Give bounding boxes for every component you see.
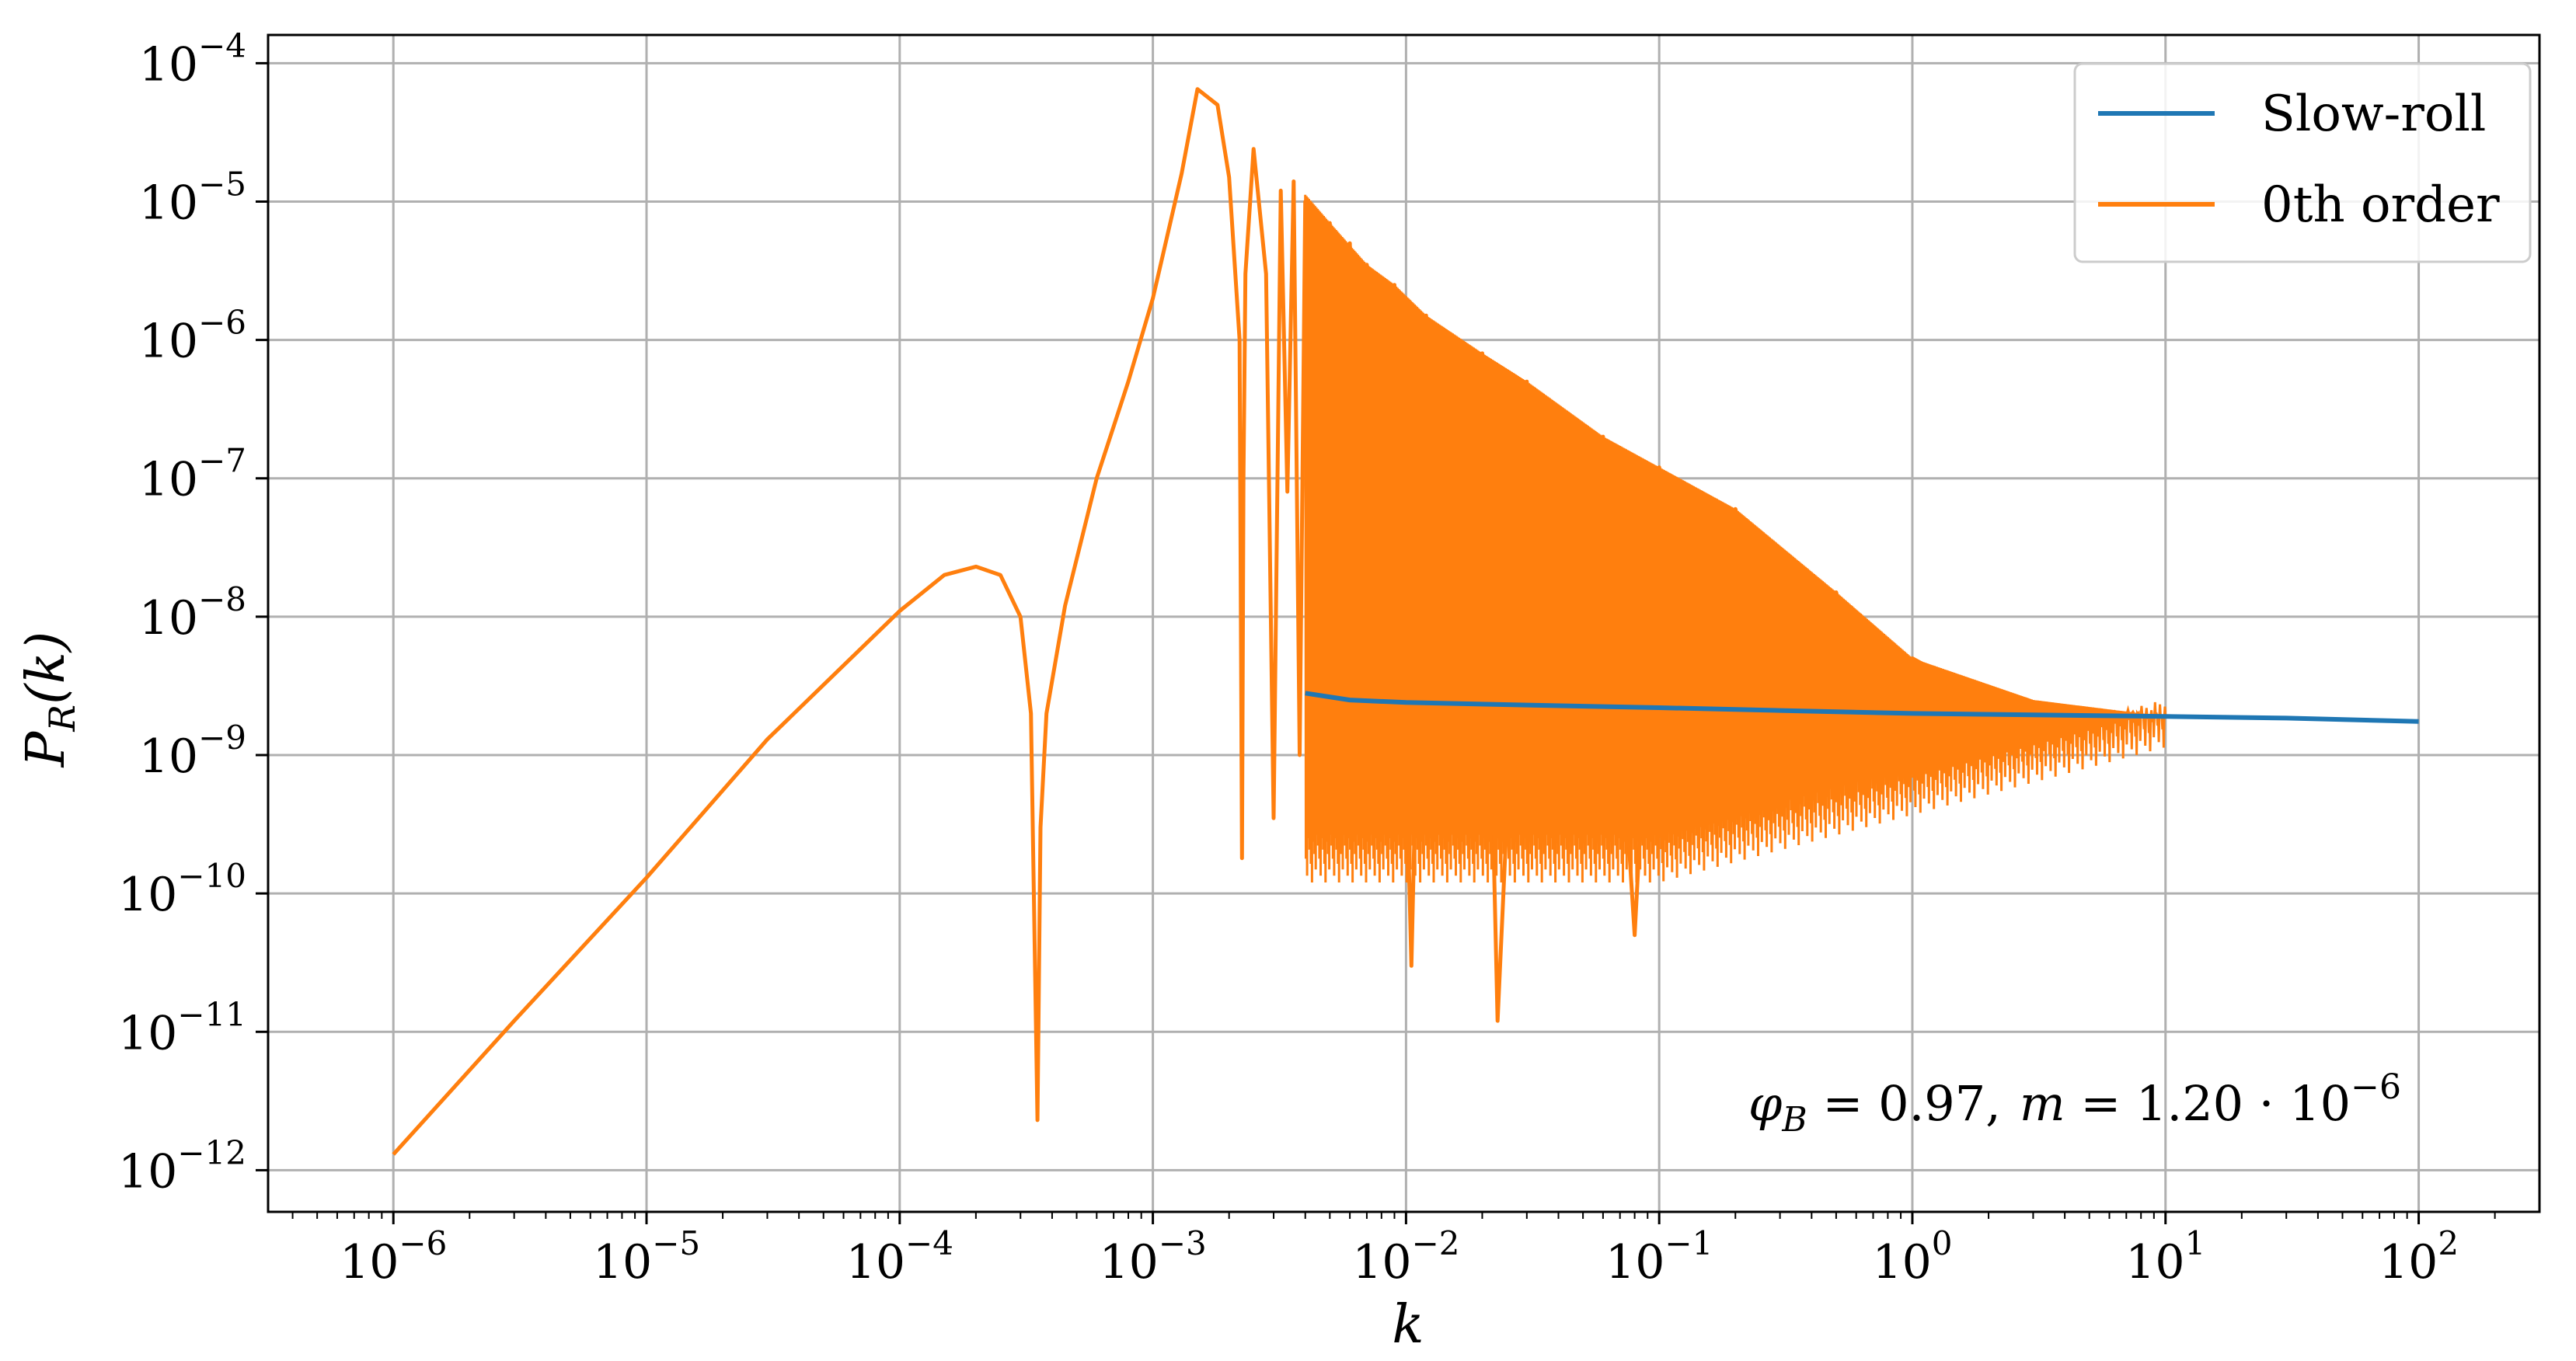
x-tick-base: 10 xyxy=(846,1235,905,1290)
x-tick-label: 10−5 xyxy=(593,1224,700,1290)
legend-label-0th-order: 0th order xyxy=(2261,176,2500,234)
x-tick-base: 10 xyxy=(2379,1235,2438,1290)
y-tick-label: 10−5 xyxy=(139,165,246,230)
y-tick-base: 10 xyxy=(139,729,198,784)
y-axis-label-sub: R xyxy=(41,705,83,733)
svg-text:PR(k): PR(k) xyxy=(16,632,83,769)
x-tick-exponent: 2 xyxy=(2438,1224,2459,1262)
y-tick-base: 10 xyxy=(139,176,198,230)
x-tick-base: 10 xyxy=(2125,1235,2184,1290)
y-axis-label-arg: (k) xyxy=(16,632,77,705)
y-tick-exponent: −6 xyxy=(198,304,246,342)
y-tick-label: 10−11 xyxy=(118,995,246,1060)
x-tick-label: 10−6 xyxy=(340,1224,447,1290)
x-tick-exponent: 1 xyxy=(2185,1224,2206,1262)
y-tick-label: 10−9 xyxy=(139,719,246,784)
x-tick-label: 102 xyxy=(2379,1224,2459,1290)
y-tick-base: 10 xyxy=(139,37,198,92)
x-tick-base: 10 xyxy=(1099,1235,1158,1290)
y-tick-exponent: −4 xyxy=(198,26,246,64)
x-tick-label: 10−3 xyxy=(1099,1224,1206,1290)
y-tick-exponent: −5 xyxy=(198,165,246,203)
x-tick-label: 101 xyxy=(2125,1224,2205,1290)
x-axis-label: k xyxy=(1392,1294,1424,1356)
annotation-phi-value: = 0.97, xyxy=(1807,1075,2001,1132)
x-tick-base: 10 xyxy=(593,1235,652,1290)
x-tick-exponent: −2 xyxy=(1412,1224,1460,1262)
annotation-m-value: = 1.20 · 10 xyxy=(2065,1075,2351,1132)
y-tick-base: 10 xyxy=(118,868,177,922)
y-tick-exponent: −11 xyxy=(177,995,246,1033)
legend: Slow-roll 0th order xyxy=(2073,62,2532,263)
y-tick-label: 10−8 xyxy=(139,580,246,646)
annotation-m-exp: −6 xyxy=(2351,1067,2401,1107)
y-tick-label: 10−4 xyxy=(139,26,246,92)
x-tick-base: 10 xyxy=(1352,1235,1411,1290)
y-tick-base: 10 xyxy=(118,1144,177,1199)
y-tick-base: 10 xyxy=(139,591,198,646)
x-tick-base: 10 xyxy=(1872,1235,1931,1290)
y-tick-label: 10−10 xyxy=(118,857,246,922)
x-tick-exponent: −1 xyxy=(1664,1224,1713,1262)
x-tick-label: 10−1 xyxy=(1605,1224,1713,1290)
annotation-phi: φ xyxy=(1748,1075,1783,1132)
y-tick-base: 10 xyxy=(139,315,198,369)
annotation-m: m xyxy=(2020,1075,2065,1132)
y-tick-label: 10−6 xyxy=(139,304,246,369)
x-tick-exponent: −5 xyxy=(652,1224,700,1262)
x-tick-label: 10−4 xyxy=(846,1224,953,1290)
y-axis-label: PR(k) xyxy=(16,632,83,769)
parameter-annotation: φB = 0.97, m = 1.20 · 10−6 xyxy=(1748,1067,2401,1140)
x-tick-label: 100 xyxy=(1872,1224,1952,1290)
series-oscillation-band-0th-order xyxy=(1304,194,2167,883)
y-axis-label-main: P xyxy=(16,730,77,768)
x-tick-base: 10 xyxy=(1605,1235,1664,1290)
y-tick-exponent: −9 xyxy=(198,719,246,757)
plot-frame xyxy=(267,33,2541,1213)
x-tick-exponent: 0 xyxy=(1932,1224,1953,1262)
x-tick-exponent: −4 xyxy=(905,1224,953,1262)
x-tick-exponent: −3 xyxy=(1159,1224,1207,1262)
series-layer xyxy=(392,87,2419,1156)
legend-label-slow-roll: Slow-roll xyxy=(2261,85,2486,143)
x-axis-ticks: 10−6 10−5 10−4 10−3 10−2 10−1 100 101 102 xyxy=(291,1212,2496,1290)
y-tick-label: 10−7 xyxy=(139,442,246,507)
y-tick-exponent: −8 xyxy=(198,580,246,618)
y-tick-exponent: −7 xyxy=(198,442,246,480)
series-line-slow-roll xyxy=(1305,691,2419,724)
y-tick-label: 10−12 xyxy=(118,1133,246,1199)
x-tick-label: 10−2 xyxy=(1352,1224,1459,1290)
y-tick-exponent: −10 xyxy=(177,857,246,895)
x-tick-exponent: −6 xyxy=(399,1224,447,1262)
annotation-phi-sub: B xyxy=(1781,1100,1807,1140)
y-tick-base: 10 xyxy=(139,453,198,507)
series-line-0th-order xyxy=(392,87,2166,1156)
y-tick-base: 10 xyxy=(118,1006,177,1060)
x-tick-base: 10 xyxy=(340,1235,399,1290)
y-tick-exponent: −12 xyxy=(177,1133,246,1171)
